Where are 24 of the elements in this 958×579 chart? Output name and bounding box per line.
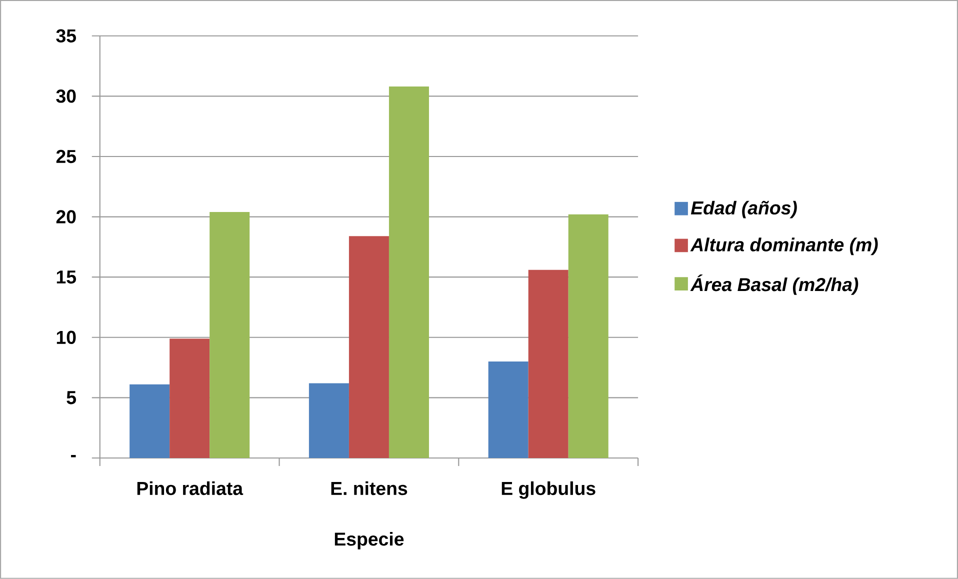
x-tick-label: E. nitens [331, 481, 408, 496]
bar [568, 214, 608, 458]
bar [210, 212, 250, 458]
x-tick-label: Pino radiata [137, 481, 244, 496]
y-tick-label: 20 [56, 210, 76, 224]
y-tick-label: 35 [56, 29, 76, 43]
y-tick-label: 15 [56, 270, 76, 284]
bar [308, 383, 349, 458]
y-tick-label: 5 [66, 391, 76, 404]
bar [528, 270, 568, 458]
x-axis-title: Especie [334, 532, 404, 550]
legend-label: Edad (años) [690, 200, 797, 218]
legend-label: Altura dominante (m) [690, 238, 878, 256]
bar [348, 236, 389, 458]
x-tick-label: E globulus [502, 481, 596, 499]
y-tick-label: - [71, 455, 76, 458]
bar [170, 338, 210, 458]
bar [488, 362, 528, 458]
bar [388, 86, 429, 458]
legend-label: Área Basal (m2/ha) [690, 274, 858, 295]
y-tick-label: 10 [56, 330, 76, 344]
y-tick-label: 25 [56, 150, 76, 164]
y-tick-label: 30 [56, 90, 76, 103]
bar [130, 384, 170, 458]
